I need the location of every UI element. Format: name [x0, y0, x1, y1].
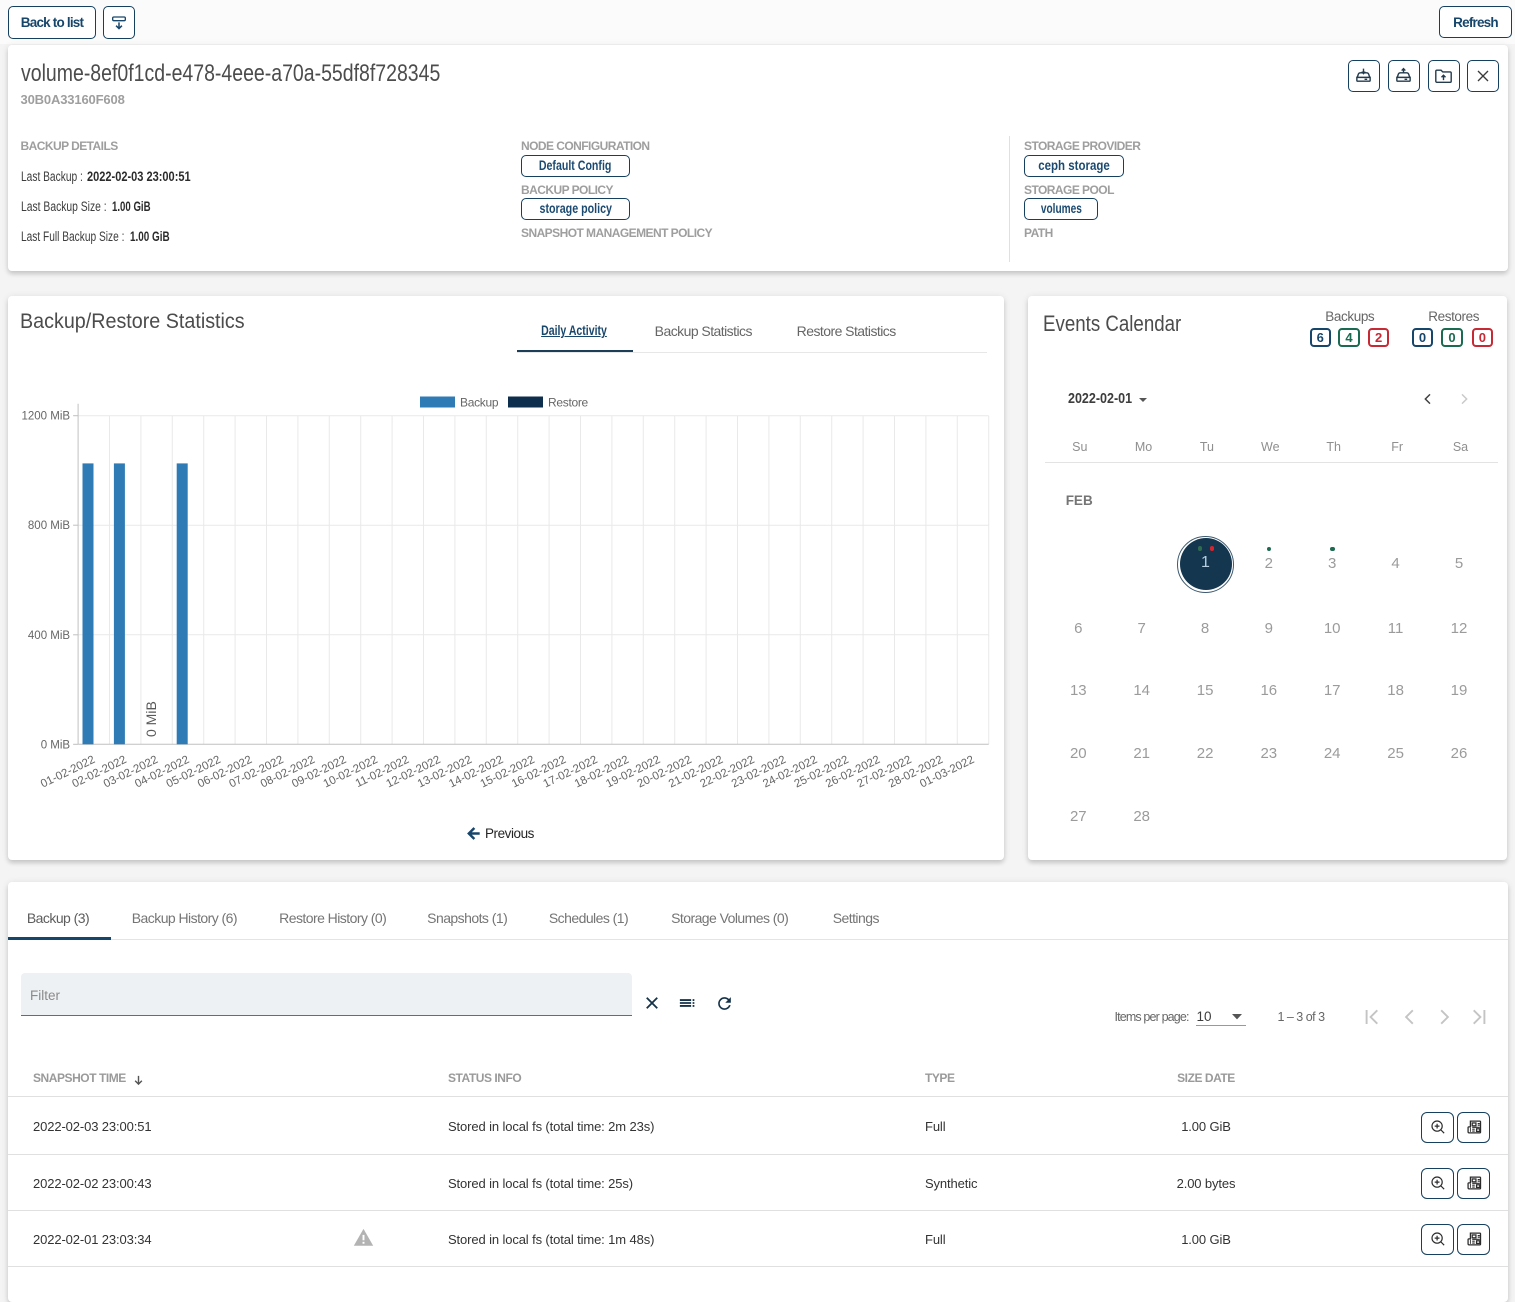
svg-text:0 MiB: 0 MiB [41, 739, 71, 751]
svg-text:400 MiB: 400 MiB [28, 630, 71, 642]
svg-text:0 MiB: 0 MiB [143, 701, 159, 737]
svg-text:800 MiB: 800 MiB [28, 520, 71, 532]
svg-text:Backup: Backup [460, 396, 499, 410]
svg-text:Restore: Restore [548, 396, 589, 410]
svg-text:1200 MiB: 1200 MiB [22, 411, 71, 423]
